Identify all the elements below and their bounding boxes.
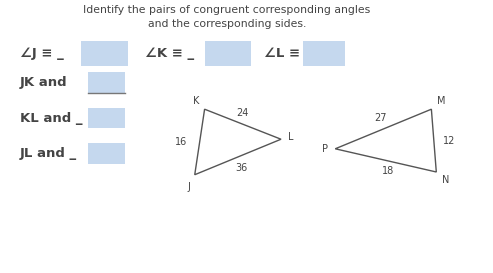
Text: 12: 12 bbox=[443, 136, 455, 146]
Bar bbox=[303, 41, 345, 66]
Text: KL and _: KL and _ bbox=[20, 112, 82, 124]
Bar bbox=[88, 72, 125, 93]
Text: L: L bbox=[288, 132, 294, 142]
Text: Identify the pairs of congruent corresponding angles: Identify the pairs of congruent correspo… bbox=[83, 5, 370, 15]
Text: J: J bbox=[187, 182, 190, 192]
Text: JL and _: JL and _ bbox=[20, 147, 77, 160]
Text: 18: 18 bbox=[382, 167, 394, 176]
Text: M: M bbox=[437, 96, 446, 106]
Text: 24: 24 bbox=[237, 108, 249, 118]
Text: 27: 27 bbox=[375, 113, 387, 123]
Text: N: N bbox=[442, 175, 450, 185]
Text: ∠L ≡: ∠L ≡ bbox=[264, 47, 300, 60]
Text: ∠J ≡ _: ∠J ≡ _ bbox=[20, 47, 64, 60]
Text: K: K bbox=[193, 96, 199, 106]
Bar bbox=[81, 41, 128, 66]
Text: 16: 16 bbox=[175, 137, 187, 147]
Text: ∠K ≡ _: ∠K ≡ _ bbox=[145, 47, 195, 60]
Bar bbox=[88, 108, 125, 128]
Text: and the corresponding sides.: and the corresponding sides. bbox=[147, 19, 306, 29]
Text: P: P bbox=[322, 144, 328, 154]
Bar bbox=[88, 143, 125, 164]
Text: JK and: JK and bbox=[20, 76, 68, 89]
Text: 36: 36 bbox=[236, 163, 248, 173]
Bar bbox=[205, 41, 251, 66]
